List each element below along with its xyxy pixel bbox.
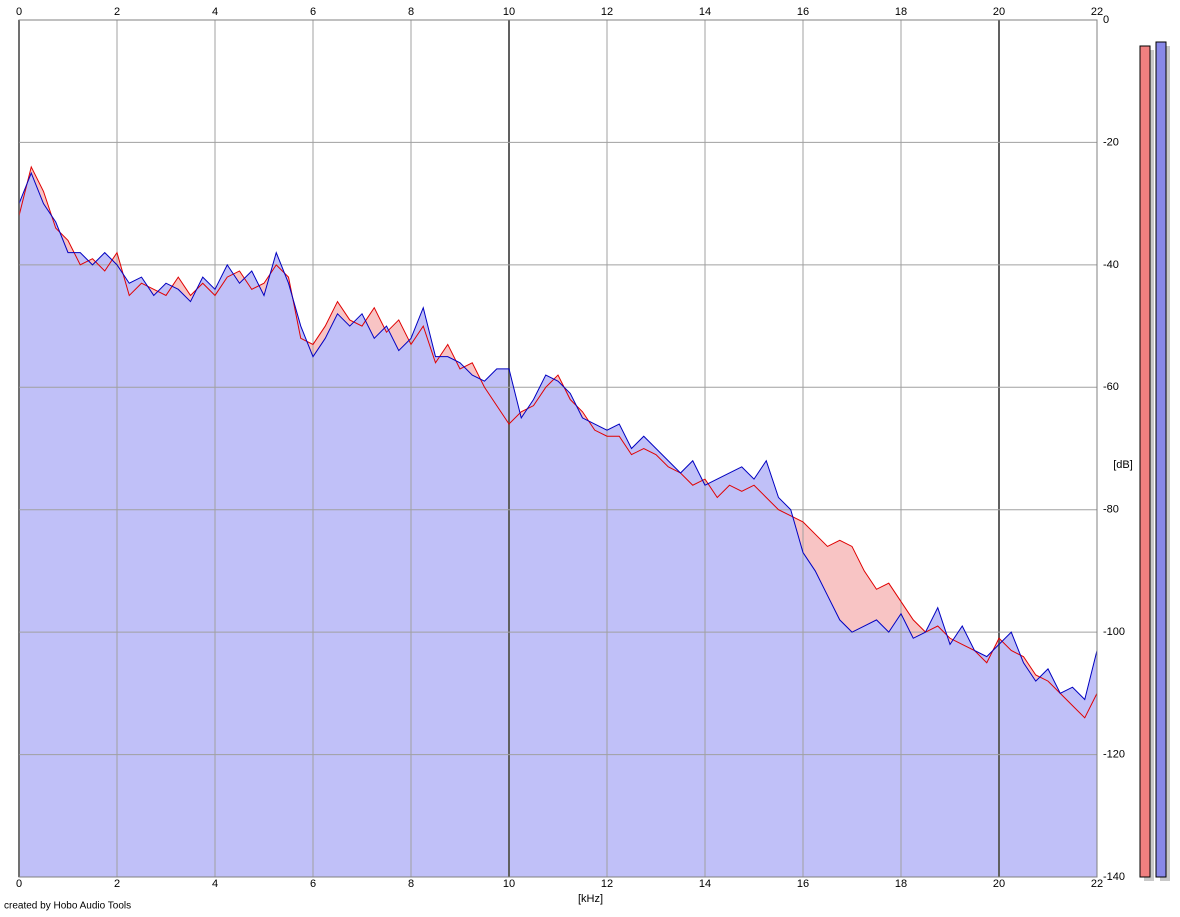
x-tick-label: 8 — [408, 6, 414, 18]
x-axis-label: [kHz] — [578, 893, 603, 905]
x-tick-label: 12 — [601, 6, 613, 18]
x-tick-label: 14 — [699, 878, 711, 890]
x-tick-label: 8 — [408, 878, 414, 890]
x-tick-label: 6 — [310, 6, 316, 18]
y-tick-label: -100 — [1103, 626, 1125, 638]
y-tick-label: -80 — [1103, 504, 1119, 516]
x-tick-label: 22 — [1091, 6, 1103, 18]
x-tick-label: 22 — [1091, 878, 1103, 890]
y-tick-label: -20 — [1103, 136, 1119, 148]
x-tick-label: 10 — [503, 6, 515, 18]
y-tick-label: -40 — [1103, 259, 1119, 271]
x-tick-label: 12 — [601, 878, 613, 890]
x-tick-label: 4 — [212, 878, 218, 890]
x-tick-label: 2 — [114, 6, 120, 18]
x-tick-label: 4 — [212, 6, 218, 18]
x-tick-label: 18 — [895, 878, 907, 890]
x-tick-label: 0 — [16, 878, 22, 890]
x-tick-label: 20 — [993, 6, 1005, 18]
x-tick-label: 14 — [699, 6, 711, 18]
y-tick-label: -120 — [1103, 748, 1125, 760]
x-tick-label: 0 — [16, 6, 22, 18]
y-tick-label: 0 — [1103, 14, 1109, 26]
plot-frame — [18, 19, 1098, 878]
left-level-meter — [1139, 45, 1151, 878]
x-tick-label: 2 — [114, 878, 120, 890]
spectrum-area — [19, 173, 1097, 878]
x-tick-label: 6 — [310, 878, 316, 890]
spectrum-line — [18, 165, 1098, 719]
x-tick-label: 18 — [895, 6, 907, 18]
spectrum-line — [18, 171, 1098, 701]
x-tick-label: 20 — [993, 878, 1005, 890]
x-tick-label: 16 — [797, 6, 809, 18]
y-tick-label: -60 — [1103, 381, 1119, 393]
y-tick-label: -140 — [1103, 871, 1125, 883]
right-level-meter — [1155, 41, 1167, 878]
x-tick-label: 10 — [503, 878, 515, 890]
watermark: created by Hobo Audio Tools — [4, 901, 131, 912]
x-tick-label: 16 — [797, 878, 809, 890]
y-axis-label: [dB] — [1113, 459, 1133, 471]
